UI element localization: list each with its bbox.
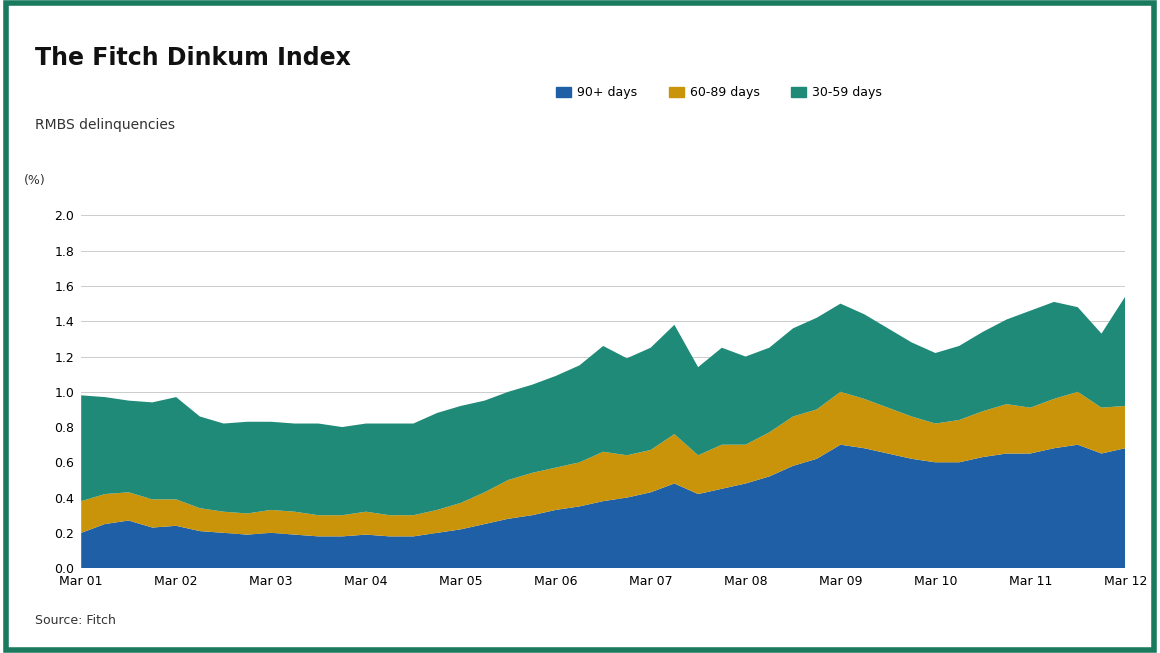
Text: (%): (%): [23, 174, 45, 187]
Text: RMBS delinquencies: RMBS delinquencies: [35, 118, 175, 131]
Legend: 90+ days, 60-89 days, 30-59 days: 90+ days, 60-89 days, 30-59 days: [551, 82, 887, 104]
Text: The Fitch Dinkum Index: The Fitch Dinkum Index: [35, 46, 350, 70]
Text: Source: Fitch: Source: Fitch: [35, 614, 116, 627]
